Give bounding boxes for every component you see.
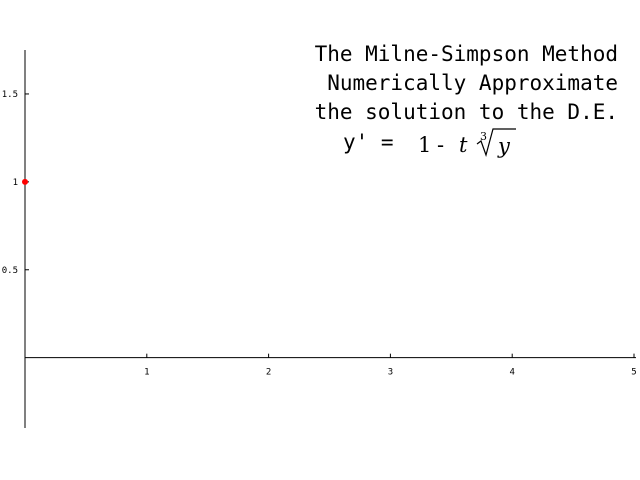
title-line-3: the solution to the D.E. <box>315 100 618 124</box>
x-tick-label: 2 <box>266 368 271 378</box>
y-tick-label: 1.5 <box>2 90 18 100</box>
equation-one: 1 <box>418 133 431 157</box>
title-line-1: The Milne-Simpson Method <box>315 42 618 66</box>
equation-lhs: y' = <box>343 130 394 154</box>
x-tick-label: 4 <box>509 368 514 378</box>
equation-root-index: 3 <box>480 130 487 143</box>
chart-title: The Milne-Simpson Method Numerically App… <box>315 42 618 124</box>
equation: y' = 1 - t 3 y <box>343 128 516 158</box>
ticks: 1 2 3 4 5 0.5 1 1.5 <box>2 90 637 378</box>
y-tick-label: 1 <box>13 178 18 188</box>
equation-t: t <box>459 133 468 157</box>
x-tick-label: 1 <box>144 368 149 378</box>
data-point <box>22 178 28 185</box>
title-line-2: Numerically Approximate <box>327 71 618 95</box>
x-tick-label: 5 <box>631 368 636 378</box>
radical-sign <box>476 128 516 158</box>
data-points <box>22 178 28 185</box>
equation-radicand: y <box>497 134 511 158</box>
equation-minus: - <box>437 133 444 157</box>
y-tick-label: 0.5 <box>2 266 18 276</box>
axes <box>24 50 636 428</box>
x-tick-label: 3 <box>388 368 393 378</box>
